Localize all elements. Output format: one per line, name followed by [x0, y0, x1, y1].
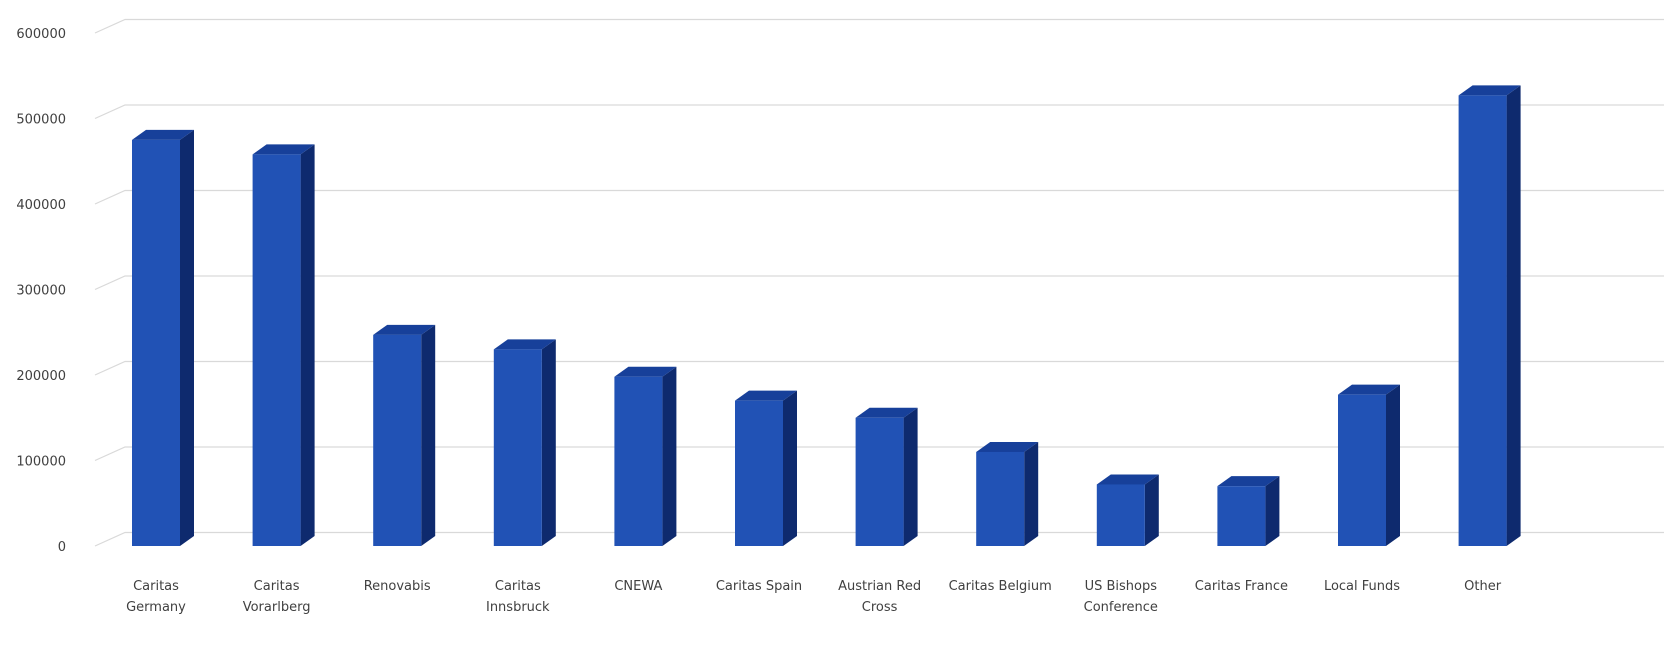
x-category-label: Renovabis [364, 579, 431, 594]
bar-top [1338, 384, 1400, 395]
x-category-label-line: Austrian Red [838, 579, 921, 594]
bar-front [252, 154, 301, 546]
bar-top [1458, 85, 1521, 96]
gridline [94, 18, 1664, 34]
bar [614, 366, 677, 546]
gridline [94, 189, 1664, 205]
x-category-label: Caritas France [1195, 579, 1288, 594]
x-category-label-line: Caritas [133, 579, 179, 594]
bar-top [614, 366, 677, 377]
x-category-label: Caritas Vorarlberg [243, 579, 311, 615]
bar-front [373, 334, 422, 546]
bar [1338, 384, 1400, 546]
x-category-label-line: Caritas [254, 579, 300, 594]
x-category-label-line: Vorarlberg [243, 600, 311, 615]
bar-side [903, 407, 918, 546]
x-category-label-line: Local Funds [1324, 579, 1400, 594]
gridline [94, 360, 1664, 376]
x-category-label-line: Germany [126, 600, 186, 615]
bar-front [132, 139, 180, 546]
x-category-label-line: Other [1464, 579, 1502, 594]
bar-front [1096, 484, 1145, 546]
x-axis-category-labels: Caritas Germany Caritas Vorarlberg Renovabis… [126, 579, 1502, 615]
x-category-label-line: CNEWA [614, 579, 662, 594]
y-tick-label: 400000 [16, 198, 66, 213]
bar-top [1217, 476, 1280, 487]
bar-front [1338, 394, 1386, 546]
x-category-label: Caritas Spain [716, 579, 802, 594]
y-tick-label: 0 [58, 540, 66, 555]
gridline [94, 275, 1664, 291]
gridline [94, 446, 1664, 462]
bar-top [252, 144, 315, 155]
x-category-label: Caritas Innsbruck [486, 579, 550, 615]
x-category-label: US Bishops Conference [1084, 579, 1158, 615]
bar [855, 407, 918, 546]
bar-top [1096, 474, 1159, 485]
bar-side [180, 129, 194, 546]
x-category-label: Caritas Belgium [949, 579, 1052, 594]
x-category-label-line: Cross [862, 600, 898, 615]
bar-front [735, 400, 783, 546]
y-tick-label: 200000 [16, 369, 66, 384]
bar-top [976, 441, 1039, 452]
bar-top [132, 129, 194, 140]
x-category-label: Other [1464, 579, 1502, 594]
bar-top [373, 324, 436, 335]
x-category-label-line: Caritas [495, 579, 541, 594]
bar-front [1217, 486, 1266, 546]
y-tick-label: 600000 [16, 27, 66, 42]
bar-front [1458, 95, 1507, 546]
bar [1458, 85, 1521, 546]
bar [1096, 474, 1159, 546]
bar-side [541, 339, 556, 546]
bar-side [1024, 441, 1039, 546]
bar-front [855, 417, 904, 546]
bar [373, 324, 436, 546]
bar-side [1386, 384, 1400, 546]
bar-side [421, 324, 436, 546]
bar-side [783, 390, 797, 546]
bar-front [976, 451, 1025, 546]
x-category-label: CNEWA [614, 579, 662, 594]
x-category-label-line: Caritas Belgium [949, 579, 1052, 594]
y-tick-label: 100000 [16, 455, 66, 470]
x-category-label-line: Conference [1084, 600, 1158, 615]
grid-lines [94, 18, 1664, 547]
bar-front [614, 376, 663, 546]
bar [493, 339, 556, 546]
x-category-label-line: Renovabis [364, 579, 431, 594]
x-category-label: Austrian Red Cross [838, 579, 921, 615]
bar-side [300, 144, 315, 546]
bar-side [1506, 85, 1521, 546]
bar-side [662, 366, 677, 546]
bar [735, 390, 797, 546]
bar [976, 441, 1039, 546]
x-category-label-line: Caritas France [1195, 579, 1288, 594]
y-axis-tick-labels: 0 100000 200000 300000 400000 500000 600000 [16, 27, 66, 555]
x-category-label-line: US Bishops [1085, 579, 1158, 594]
bars [132, 85, 1521, 546]
bar-top [855, 407, 918, 418]
y-tick-label: 500000 [16, 113, 66, 128]
gridline [94, 104, 1664, 120]
bar-top [493, 339, 556, 350]
bar-top [735, 390, 797, 401]
bar-side [1265, 476, 1280, 546]
bar [252, 144, 315, 546]
bar [1217, 476, 1280, 546]
bar-front [493, 349, 542, 546]
x-category-label: Local Funds [1324, 579, 1400, 594]
y-tick-label: 300000 [16, 284, 66, 299]
x-category-label-line: Caritas Spain [716, 579, 802, 594]
x-category-label-line: Innsbruck [486, 600, 550, 615]
bar [132, 129, 194, 546]
x-category-label: Caritas Germany [126, 579, 186, 615]
bar-side [1144, 474, 1159, 546]
